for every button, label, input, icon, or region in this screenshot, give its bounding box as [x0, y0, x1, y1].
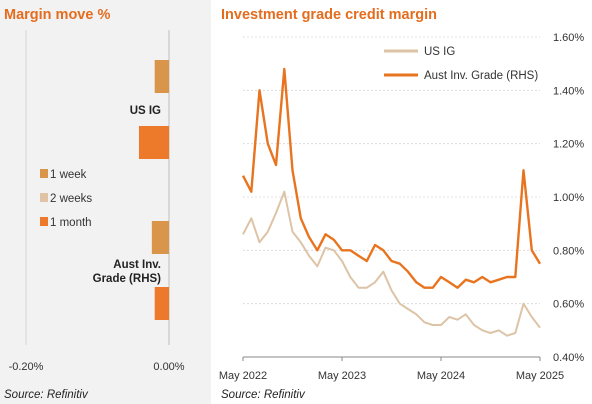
category-label-aust-line1: Aust Inv.	[113, 259, 161, 271]
series-line-us-ig	[242, 190, 541, 337]
credit-margin-source: Source: Refinitiv	[221, 389, 305, 401]
legend-swatch	[40, 169, 48, 178]
x-tick-label: May 2022	[219, 370, 267, 382]
y-tick-label: 0.40%	[553, 352, 584, 364]
margin-move-source: Source: Refinitiv	[4, 389, 88, 401]
y-tick-label: 1.00%	[553, 192, 584, 204]
credit-margin-title: Investment grade credit margin	[221, 7, 437, 23]
credit-margin-panel	[213, 0, 592, 404]
y-tick-label: 1.40%	[553, 85, 584, 97]
x-tick-label: May 2023	[318, 370, 366, 382]
margin-move-panel	[0, 0, 211, 404]
margin-move-bar-chart: -0.20% 0.00% US IG Aust Inv. Grade (RHS) 1 we…	[9, 30, 185, 373]
bar-1-week	[151, 221, 169, 254]
category-label-us-ig: US IG	[130, 105, 161, 117]
line-legend-label: Aust Inv. Grade (RHS)	[424, 70, 538, 82]
y-tick-label: 1.60%	[553, 32, 584, 44]
bar-x-tick-label: 0.00%	[153, 361, 184, 373]
series-line-aust-inv-grade	[241, 67, 542, 289]
bar-x-tick-label: -0.20%	[9, 361, 44, 373]
bar-1-month	[154, 287, 169, 320]
bar-1-week	[154, 60, 169, 93]
line-legend-label: US IG	[424, 46, 455, 58]
legend-swatch	[40, 193, 48, 202]
y-tick-label: 0.80%	[553, 245, 584, 257]
y-tick-label: 0.60%	[553, 299, 584, 311]
legend-label: 2 weeks	[50, 193, 92, 205]
x-tick-label: May 2025	[516, 370, 564, 382]
bar-1-month	[138, 126, 169, 159]
legend-label: 1 month	[50, 217, 92, 229]
legend-label: 1 week	[50, 169, 87, 181]
category-label-aust-line2: Grade (RHS)	[93, 273, 162, 285]
legend-swatch	[40, 217, 48, 226]
margin-move-title: Margin move %	[4, 7, 111, 23]
y-tick-label: 1.20%	[553, 139, 584, 151]
x-tick-label: May 2024	[417, 370, 465, 382]
